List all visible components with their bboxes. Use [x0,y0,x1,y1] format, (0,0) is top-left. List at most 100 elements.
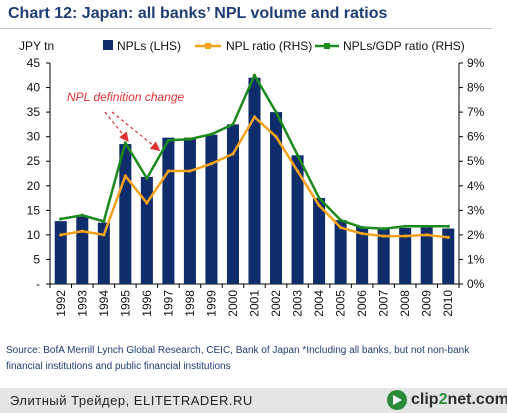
x-tick-label: 2007 [377,290,391,317]
left-tick-label: 15 [27,203,41,217]
right-tick-label: 8% [467,81,485,95]
npl-bar [76,216,89,284]
annotation-arrow-1995 [104,111,129,142]
npl-ratio-point [231,152,235,156]
left-tick-label: 35 [27,105,41,119]
annotation-text: NPL definition change [67,90,185,104]
right-tick-label: 5% [467,154,485,168]
left-tick-label: 20 [27,179,41,193]
chart-title: Chart 12: Japan: all banks’ NPL volume a… [8,5,388,22]
npl-bar [162,137,175,284]
left-tick-label: - [36,277,40,291]
left-tick-label: 45 [27,56,41,70]
x-tick-label: 1992 [54,290,68,317]
x-tick-label: 2003 [291,290,305,317]
npl-gdp-point [425,224,429,228]
npl-gdp-point [145,176,149,181]
annotation-arrow-1997 [111,111,161,152]
left-tick-label: 40 [27,81,41,95]
x-tick-label: 2001 [248,290,262,317]
npl-gdp-point [295,153,300,157]
npl-ratio-point [123,174,127,178]
npl-gdp-point [102,219,106,223]
npl-bar [356,227,369,284]
right-tick-label: 7% [467,105,485,119]
npl-ratio-point [209,162,214,166]
right-tick-label: 9% [467,56,485,70]
x-tick-label: 1995 [118,290,132,317]
npl-gdp-point [403,224,407,228]
npl-ratio-point [274,135,278,139]
npl-gdp-point [166,138,170,142]
npl-bar [205,134,218,284]
npl-gdp-point [123,141,127,145]
left-tick-label: 10 [27,228,41,242]
legend-marker-npl-ratio [205,43,211,49]
npl-gdp-point [317,196,321,200]
logo-suffix: net.com [447,391,507,408]
x-tick-label: 2008 [398,290,412,317]
npl-gdp-point [446,224,450,228]
legend-label-npls: NPLs (LHS) [117,39,181,53]
npl-bar [183,137,196,284]
legend-marker-npl-gdp [324,43,330,49]
npl-bar [248,77,261,284]
source-note: Source: BofA Merrill Lynch Global Resear… [6,345,470,372]
npl-ratio-point [166,169,170,173]
npl-bar [399,228,412,284]
npl-ratio-point [59,233,63,237]
left-tick-label: 25 [27,154,41,168]
x-tick-label: 1993 [75,290,89,317]
left-axis-unit: JPY tn [19,39,54,53]
x-tick-label: 2005 [334,290,348,317]
npl-chart: - 5 10 15 20 25 30 35 40 45 0% 1% 2% 3% 4% 5% 6% 7% 8% 9% JP… [19,39,485,317]
x-tick-label: 1996 [140,290,154,317]
watermark-bar: Элитный Трейдер, ELITETRADER.RU clip2net… [0,388,507,413]
npl-bar [226,124,240,284]
npl-gdp-point [231,122,235,126]
npl-bar [334,220,347,284]
x-tick-label: 2004 [312,290,326,317]
npl-bar [269,112,283,284]
right-tick-label: 6% [467,130,485,144]
npl-gdp-point [80,213,84,217]
legend-label-npl-ratio: NPL ratio (RHS) [226,39,312,53]
x-tick-label: 1997 [161,290,175,317]
x-tick-label: 1998 [183,290,197,317]
npl-ratio-point [339,225,343,230]
x-tick-label: 2010 [441,290,455,317]
npl-gdp-point [382,227,386,231]
x-tick-label: 2009 [420,290,434,317]
npl-bar [97,222,110,284]
x-tick-label: 2002 [269,290,283,317]
npl-gdp-point [209,132,214,136]
logo-prefix: clip [411,391,439,408]
site-brand: Элитный Трейдер, ELITETRADER.RU [10,393,253,408]
npl-ratio-point [360,232,364,236]
npl-bar [291,155,304,284]
x-tick-label: 2000 [226,290,240,317]
npl-gdp-point [274,110,278,114]
right-tick-label: 2% [467,228,485,242]
npl-gdp-point [339,218,343,222]
npl-ratio-point [446,235,450,239]
npl-ratio-point [295,169,300,173]
npl-bar [420,227,433,284]
npl-bar [140,176,153,284]
logo-two: 2 [438,391,448,408]
npl-ratio-point [188,169,192,173]
npl-ratio-point [425,233,429,237]
npl-bar [54,221,67,284]
left-tick-label: 30 [27,130,41,144]
title-divider [0,28,492,29]
right-tick-label: 1% [467,252,485,266]
npl-ratio-point [252,115,257,119]
npl-gdp-point [360,225,364,230]
npl-bar [442,228,455,284]
npl-ratio-point [102,233,106,237]
npl-gdp-point [252,73,257,77]
npl-ratio-point [403,234,407,238]
x-tick-label: 2006 [355,290,369,317]
npl-ratio-point [382,234,386,238]
legend-label-npl-gdp: NPLs/GDP ratio (RHS) [343,39,465,53]
